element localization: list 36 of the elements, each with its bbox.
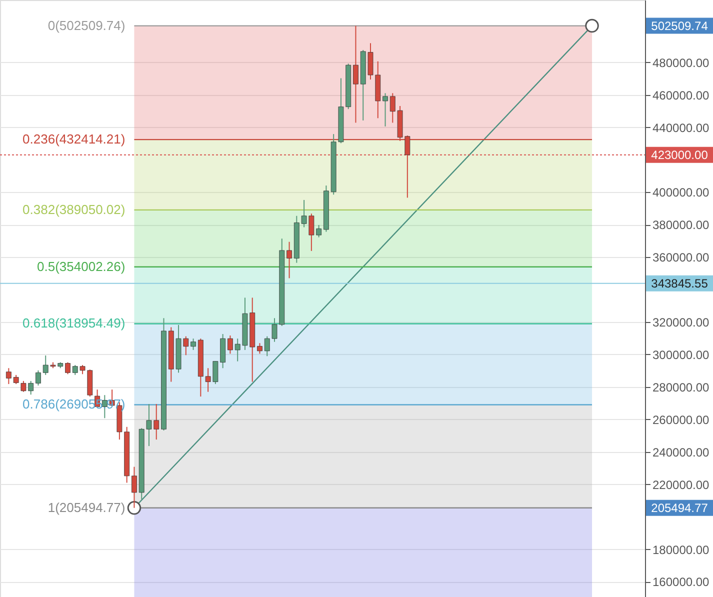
ref-line-label: 0.382(389050.02) (22, 202, 126, 217)
y-tick-label: 180000.00 (652, 542, 710, 557)
ref-line-label: 0.236(432414.21) (22, 132, 126, 147)
ref-line-label: 1(205494.77) (48, 500, 126, 515)
y-tick-label: 480000.00 (652, 56, 710, 70)
candlestick (286, 241, 292, 279)
y-tick-label: 260000.00 (652, 412, 710, 427)
candlestick (36, 370, 41, 386)
y-tick-label: 360000.00 (652, 250, 710, 265)
candlestick (382, 92, 388, 127)
candlestick (257, 342, 262, 354)
y-tick-label: 240000.00 (652, 445, 710, 460)
ref-line-label: 343845.55 (651, 276, 708, 290)
y-tick-label: 160000.00 (652, 575, 710, 590)
candlestick (190, 338, 196, 350)
candlestick (316, 224, 322, 238)
y-tick-label: 220000.00 (652, 478, 710, 492)
candlestick (6, 368, 12, 385)
y-tick-label: 280000.00 (652, 380, 710, 394)
candlestick (132, 466, 137, 508)
candlestick (228, 335, 233, 354)
y-tick-label: 320000.00 (652, 316, 710, 330)
y-tick-label: 380000.00 (652, 218, 710, 232)
y-tick-label: 460000.00 (652, 88, 710, 102)
y-tick-label: 300000.00 (652, 348, 710, 362)
ref-line-label: 0(502509.74) (48, 18, 126, 33)
y-tick-label: 440000.00 (652, 120, 710, 135)
text: 502509.74 (651, 18, 708, 33)
ref-line-label: 423000.00 (651, 148, 708, 162)
y-tick-label: 400000.00 (652, 186, 710, 200)
ref-line-label: 0.5(354002.26) (37, 258, 126, 274)
text: 205494.77 (651, 500, 708, 515)
candlestick (353, 25, 358, 124)
candlestick (65, 362, 70, 375)
ref-line-label: 0.618(318954.49) (22, 316, 126, 331)
candlestick (13, 374, 19, 385)
